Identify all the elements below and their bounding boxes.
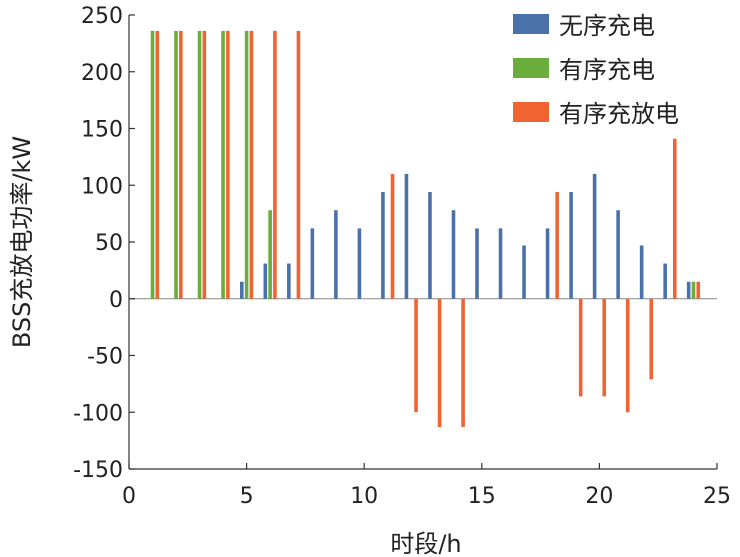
legend-swatch [513, 102, 549, 122]
bar [390, 173, 395, 299]
bar [244, 30, 249, 299]
bar [569, 192, 573, 299]
y-tick-label: 100 [81, 174, 123, 199]
bar [428, 192, 432, 299]
bar [578, 298, 583, 397]
x-ticks: 0 5 10 15 20 25 [122, 463, 731, 509]
x-tick-label: 25 [703, 484, 731, 509]
bar [696, 281, 701, 299]
legend-label: 无序充电 [559, 12, 655, 40]
y-tick-label: 50 [95, 231, 123, 256]
bar [334, 210, 338, 299]
bar [639, 245, 644, 299]
bar [179, 30, 183, 299]
y-tick-label: -150 [73, 458, 123, 483]
legend-label: 有序充放电 [559, 100, 679, 128]
bar [672, 138, 677, 299]
x-tick-label: 10 [350, 484, 378, 509]
x-tick-label: 5 [240, 484, 254, 509]
bar [226, 30, 230, 299]
bar [287, 263, 291, 299]
bar [273, 30, 277, 299]
bar [381, 192, 385, 299]
bar [545, 228, 550, 299]
x-tick-label: 0 [122, 484, 136, 509]
x-axis-title: 时段/h [390, 530, 461, 557]
bar [555, 192, 559, 299]
y-tick-label: 250 [81, 4, 123, 29]
bar [268, 210, 272, 299]
y-tick-label: 0 [109, 288, 123, 313]
bar [691, 281, 696, 299]
legend-label: 有序充电 [559, 56, 655, 84]
y-tick-label: -50 [87, 345, 123, 370]
bar [221, 30, 225, 299]
legend-swatch [513, 58, 549, 78]
bar [616, 210, 620, 299]
bar [498, 228, 503, 299]
bar [202, 30, 207, 299]
bar [263, 263, 268, 299]
bar [249, 30, 254, 299]
bar [649, 298, 654, 380]
bar [592, 173, 597, 299]
bar [310, 228, 315, 299]
bar [150, 30, 155, 299]
bar [475, 228, 479, 299]
legend-swatch [513, 14, 549, 34]
x-tick-label: 15 [468, 484, 496, 509]
bar [461, 298, 465, 427]
bar [296, 30, 301, 299]
y-ticks: -150 -100 -50 0 50 100 150 200 250 [73, 4, 135, 483]
y-tick-label: 150 [81, 118, 123, 143]
bar [197, 30, 202, 299]
bar [174, 30, 178, 299]
bar [240, 281, 244, 299]
bars [150, 30, 701, 427]
bar [155, 30, 160, 299]
bar [625, 298, 630, 413]
y-tick-label: -100 [73, 401, 123, 426]
bar [414, 298, 418, 413]
bar [357, 228, 362, 299]
bar [451, 210, 456, 299]
x-tick-label: 20 [585, 484, 613, 509]
bar [522, 245, 526, 299]
bar [602, 298, 606, 397]
y-tick-label: 200 [81, 61, 123, 86]
bar [686, 281, 691, 299]
y-axis-title: BSS充放电功率/kW [8, 136, 36, 348]
bar [404, 173, 409, 299]
bar [663, 263, 667, 299]
bar [437, 298, 442, 427]
